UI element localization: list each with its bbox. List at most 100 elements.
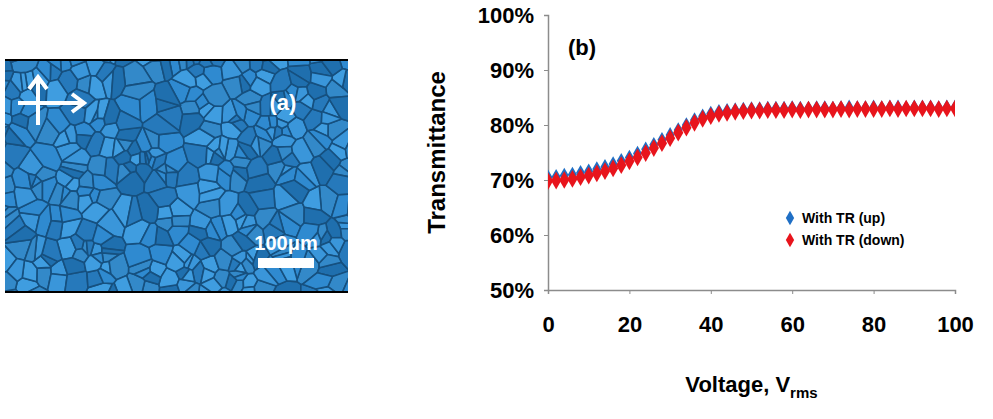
data-point — [681, 119, 691, 137]
x-tick: 80 — [862, 290, 886, 337]
y-tick: 70% — [490, 168, 548, 193]
data-point — [722, 104, 732, 122]
grain — [198, 164, 219, 182]
grain — [251, 135, 260, 156]
image-edge — [5, 59, 348, 61]
data-point — [632, 149, 642, 167]
grain — [204, 60, 226, 67]
grain — [294, 168, 316, 191]
grain — [155, 170, 166, 184]
grain — [78, 195, 93, 214]
tick-label: 80 — [862, 312, 886, 337]
tick-label: 70% — [490, 168, 534, 193]
grain — [345, 120, 348, 158]
tick-mark — [544, 235, 548, 236]
scale-bar-label: 100μm — [254, 232, 317, 254]
grain — [277, 147, 292, 161]
grain — [71, 234, 84, 250]
tick-label: 100 — [937, 312, 974, 337]
grain — [7, 259, 25, 282]
tick-mark — [955, 290, 956, 294]
grain — [232, 231, 256, 251]
micrograph — [5, 60, 348, 292]
grain — [249, 189, 275, 209]
tick-mark — [874, 290, 875, 294]
grain — [185, 86, 203, 101]
axis-line — [544, 16, 549, 291]
grain — [21, 73, 28, 92]
tick-mark — [792, 290, 793, 294]
data-point — [706, 107, 716, 125]
grain — [182, 283, 199, 292]
grain — [330, 237, 345, 253]
grain — [102, 248, 125, 254]
y-tick: 90% — [490, 58, 548, 83]
tick-label: 20 — [618, 312, 642, 337]
grain — [331, 194, 348, 218]
data-point — [714, 105, 724, 123]
grain — [160, 60, 172, 81]
grain — [203, 83, 230, 106]
grain — [140, 151, 146, 164]
grain — [242, 258, 255, 273]
x-tick: 40 — [699, 290, 723, 337]
data-point — [600, 162, 610, 180]
x-axis-title: Voltage, Vrms — [685, 372, 817, 401]
x-axis-title-subscript: rms — [790, 384, 818, 401]
data-point — [698, 110, 708, 128]
tick-label: 90% — [490, 58, 534, 83]
data-point — [616, 156, 626, 174]
grain — [113, 151, 130, 165]
grain — [59, 166, 84, 179]
grain — [329, 143, 347, 161]
data-point — [673, 124, 683, 142]
x-tick: 0 — [542, 290, 554, 337]
grain — [326, 174, 348, 195]
image-edge — [5, 291, 348, 293]
grain — [136, 164, 153, 183]
legend-label: With TR (up) — [802, 210, 885, 226]
grain — [171, 69, 196, 87]
grain — [140, 223, 157, 248]
grain — [288, 70, 310, 87]
data-point — [649, 139, 659, 157]
tick-mark — [629, 290, 630, 294]
data-point — [559, 171, 569, 189]
grain — [302, 273, 332, 289]
grain — [250, 77, 270, 96]
tick-label: 80% — [490, 113, 534, 138]
y-tick: 50% — [490, 278, 548, 303]
grain — [142, 114, 179, 135]
grain — [304, 207, 331, 225]
grain — [12, 167, 31, 188]
panel-label: (b) — [568, 35, 596, 60]
grain — [116, 110, 143, 130]
grain — [341, 229, 348, 241]
grain — [14, 187, 37, 208]
polarizer-arrows — [18, 77, 84, 125]
grain — [300, 94, 314, 109]
grain — [11, 60, 40, 73]
legend: With TR (up)With TR (down) — [786, 210, 905, 248]
grain — [46, 221, 63, 241]
grain — [321, 112, 341, 124]
grain — [262, 60, 280, 74]
grain — [149, 148, 166, 158]
grain — [77, 186, 94, 196]
grain — [63, 271, 88, 292]
grain — [12, 114, 29, 129]
grain — [234, 273, 248, 280]
grain — [311, 73, 333, 88]
data-point — [592, 165, 602, 183]
grain — [233, 60, 250, 73]
y-axis: 50%60%70%80%90%100% — [478, 3, 549, 303]
grain — [319, 255, 341, 268]
grain — [269, 116, 278, 128]
x-tick: 100 — [937, 290, 974, 337]
grain — [25, 235, 37, 262]
grain — [182, 269, 195, 281]
grain — [219, 135, 228, 159]
data-point — [624, 152, 634, 170]
tick-mark — [544, 70, 548, 71]
grain — [200, 278, 222, 292]
